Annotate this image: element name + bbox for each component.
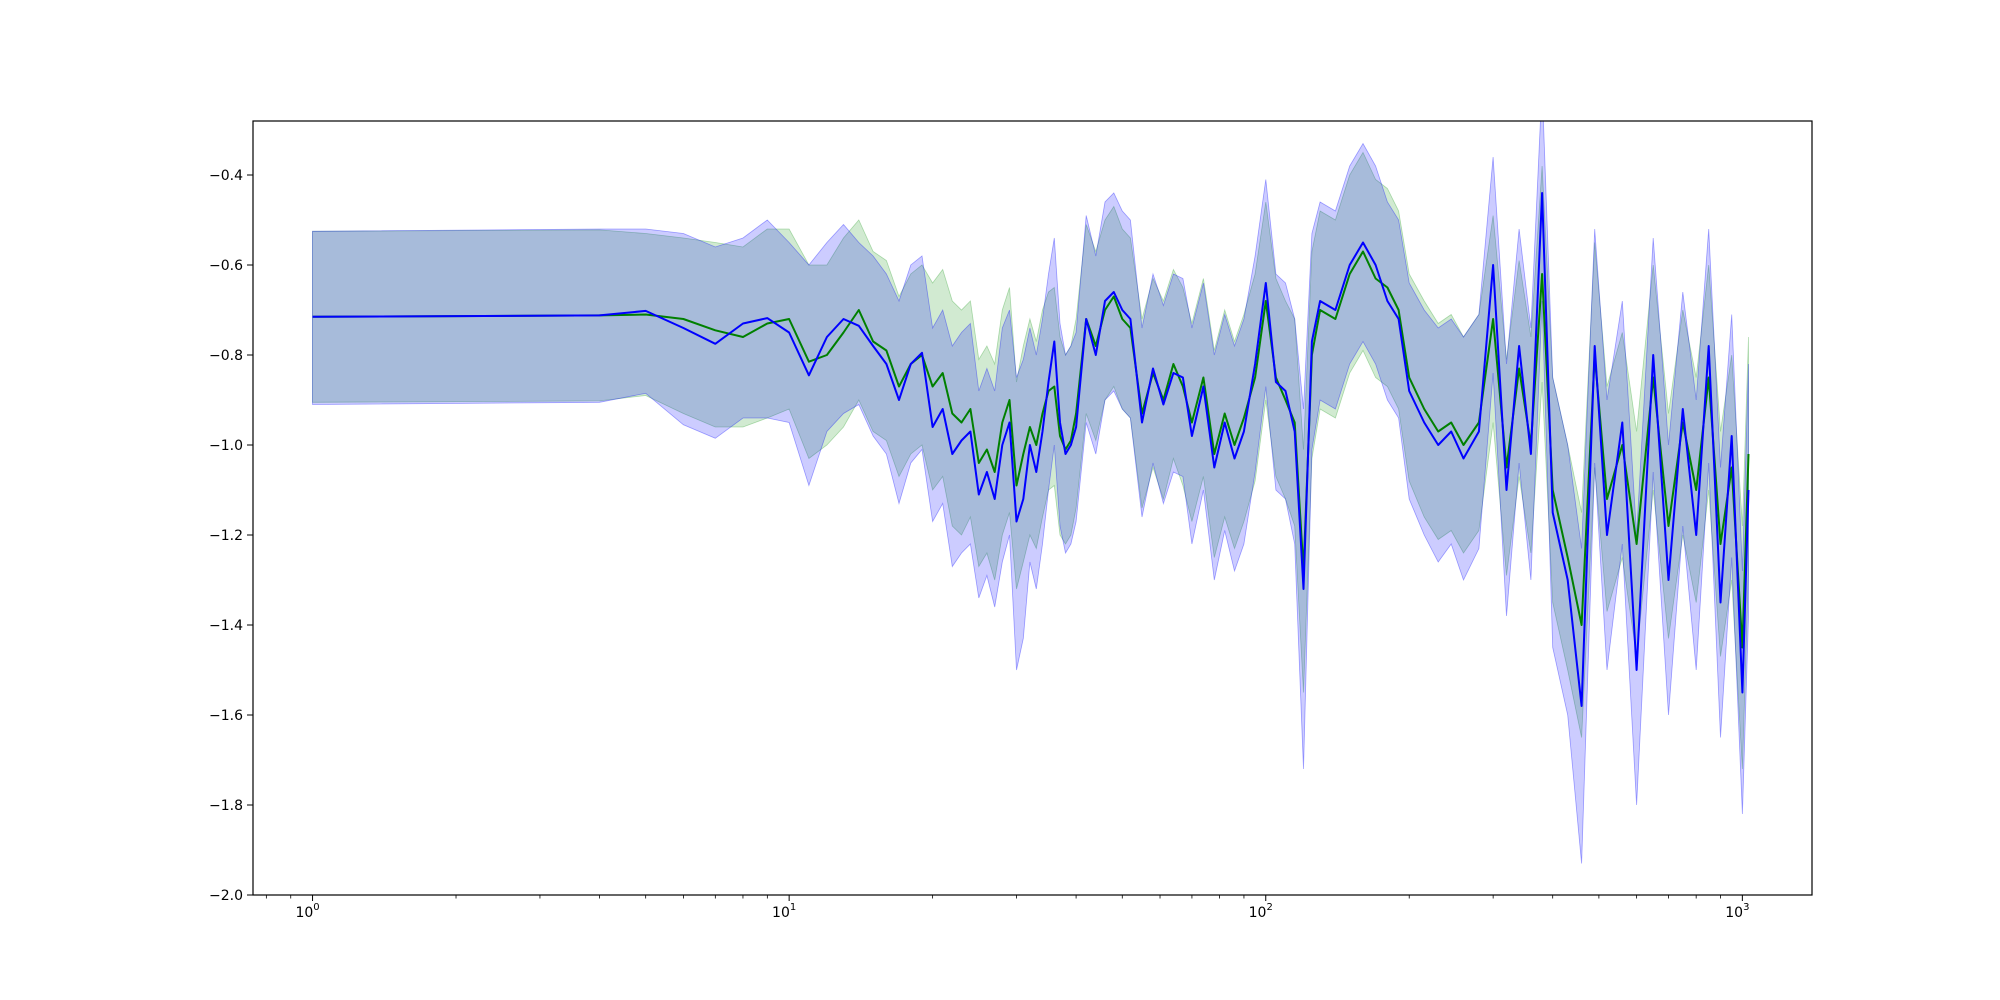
y-tick-label: −1.0 [209,438,243,454]
series-lines [312,192,1750,707]
x-tick-label: 102 [1249,902,1273,921]
plot-frame [252,120,1813,896]
y-tick-label: −1.6 [209,708,243,724]
y-tick-label: −0.8 [209,348,243,364]
x-tick-label: 100 [295,902,319,921]
x-tick-label: 101 [772,902,796,921]
y-tick-label: −0.4 [209,168,243,184]
series-2-band [312,121,1749,864]
x-axis-ticks: 100 101 102 103 [265,895,1749,921]
y-tick-label: −2.0 [209,888,243,904]
x-tick-label: 103 [1725,902,1749,921]
y-axis-ticks: −0.4 −0.6 −0.8 −1.0 −1.2 −1.4 −1.6 −1.8 −2.0 [209,168,253,904]
y-tick-label: −1.2 [209,528,243,544]
y-tick-label: −0.6 [209,258,243,274]
series-2-line [312,192,1750,707]
series-1-band [312,151,1749,770]
confidence-bands [312,121,1749,864]
y-tick-label: −1.8 [209,798,243,814]
y-tick-label: −1.4 [209,618,243,634]
